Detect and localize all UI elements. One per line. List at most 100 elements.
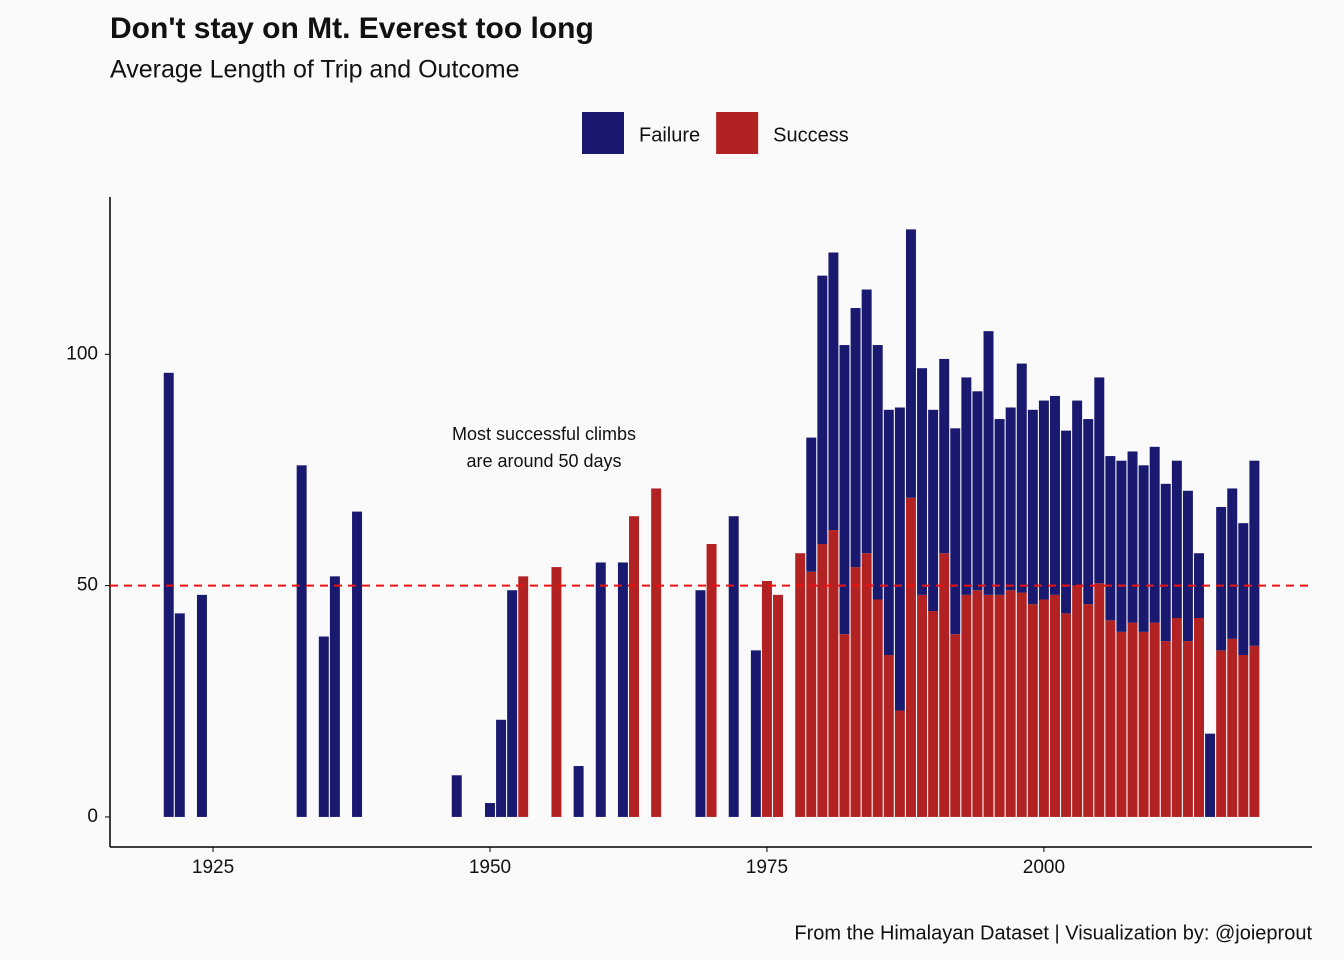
bar bbox=[1116, 631, 1127, 817]
bar bbox=[1083, 419, 1094, 605]
bar bbox=[1105, 456, 1116, 621]
y-tick-label: 100 bbox=[66, 343, 98, 364]
bar bbox=[629, 516, 639, 817]
bar bbox=[485, 803, 495, 817]
bar bbox=[1027, 604, 1038, 817]
legend-label: Failure bbox=[639, 124, 700, 146]
bar bbox=[928, 611, 939, 817]
bar bbox=[329, 576, 340, 817]
bar bbox=[507, 590, 518, 817]
bar bbox=[1238, 523, 1249, 656]
legend-swatch bbox=[582, 112, 624, 154]
bar bbox=[1083, 604, 1094, 817]
bar bbox=[961, 377, 972, 595]
bar bbox=[296, 465, 307, 817]
bar bbox=[1038, 400, 1049, 600]
bar bbox=[352, 511, 363, 817]
bar bbox=[961, 594, 972, 817]
bar bbox=[1127, 451, 1138, 623]
bar bbox=[983, 331, 994, 595]
legend-swatch bbox=[716, 112, 759, 154]
bar bbox=[994, 419, 1005, 595]
bar bbox=[1049, 594, 1060, 817]
bar bbox=[1138, 631, 1149, 817]
x-tick-label: 2000 bbox=[1023, 857, 1065, 878]
bar bbox=[761, 580, 772, 817]
annotation: Most successful climbs bbox=[452, 424, 636, 444]
chart-subtitle: Average Length of Trip and Outcome bbox=[110, 56, 520, 84]
bar bbox=[1238, 655, 1249, 817]
bar bbox=[806, 571, 817, 817]
bar bbox=[894, 710, 905, 817]
bar bbox=[905, 497, 916, 817]
bar bbox=[1216, 506, 1227, 651]
chart-title: Don't stay on Mt. Everest too long bbox=[110, 12, 594, 45]
bar bbox=[1127, 622, 1138, 817]
bar bbox=[750, 650, 761, 817]
bar bbox=[950, 428, 961, 635]
bar bbox=[1160, 483, 1171, 642]
bar bbox=[1249, 645, 1260, 817]
bar bbox=[939, 358, 950, 554]
bar bbox=[817, 543, 828, 817]
bar bbox=[1160, 641, 1171, 817]
bar bbox=[905, 229, 916, 498]
bar bbox=[1005, 407, 1016, 591]
bar bbox=[595, 562, 606, 817]
bar bbox=[1205, 733, 1216, 817]
bar bbox=[883, 409, 894, 656]
bar bbox=[917, 594, 928, 817]
bar bbox=[1194, 553, 1204, 618]
bar bbox=[828, 252, 839, 531]
bar bbox=[551, 567, 562, 817]
bar bbox=[695, 590, 706, 817]
bar bbox=[174, 613, 185, 817]
bar bbox=[196, 594, 207, 817]
bar bbox=[894, 407, 905, 711]
annotation: are around 50 days bbox=[466, 451, 621, 471]
bar bbox=[518, 576, 529, 817]
bar bbox=[1182, 641, 1193, 817]
bar bbox=[1061, 613, 1072, 817]
bar bbox=[617, 562, 628, 817]
bar bbox=[1072, 585, 1083, 817]
bar bbox=[1049, 395, 1060, 595]
bar bbox=[728, 516, 739, 817]
bar bbox=[1005, 590, 1016, 817]
bar bbox=[1116, 460, 1127, 632]
bar bbox=[972, 391, 983, 591]
bar bbox=[1105, 620, 1116, 817]
bar bbox=[1171, 460, 1182, 618]
bar bbox=[1138, 465, 1149, 632]
bar bbox=[917, 368, 928, 595]
bar bbox=[850, 567, 861, 817]
bar bbox=[1171, 617, 1182, 817]
bar bbox=[1061, 430, 1072, 614]
x-tick-label: 1950 bbox=[469, 857, 511, 878]
bar bbox=[795, 553, 806, 817]
bar bbox=[850, 308, 861, 568]
bar bbox=[1249, 460, 1260, 646]
bar bbox=[839, 345, 850, 635]
bar bbox=[950, 634, 961, 817]
bar bbox=[1149, 622, 1160, 817]
bar bbox=[1094, 377, 1105, 584]
bar bbox=[817, 275, 828, 544]
bar bbox=[883, 655, 894, 817]
bar bbox=[928, 409, 939, 612]
bar bbox=[1072, 400, 1083, 586]
bar bbox=[573, 766, 584, 817]
bar bbox=[163, 372, 174, 817]
bar bbox=[1094, 583, 1105, 817]
y-tick-label: 50 bbox=[77, 575, 98, 596]
bar bbox=[773, 594, 784, 817]
bar bbox=[983, 594, 994, 817]
bar bbox=[1216, 650, 1227, 817]
y-tick-label: 0 bbox=[87, 806, 98, 827]
bar bbox=[1016, 363, 1027, 593]
caption: From the Himalayan Dataset | Visualizati… bbox=[794, 922, 1312, 944]
bar bbox=[1149, 446, 1160, 623]
bar bbox=[1227, 488, 1238, 639]
bar bbox=[806, 437, 817, 572]
bar bbox=[706, 543, 717, 817]
